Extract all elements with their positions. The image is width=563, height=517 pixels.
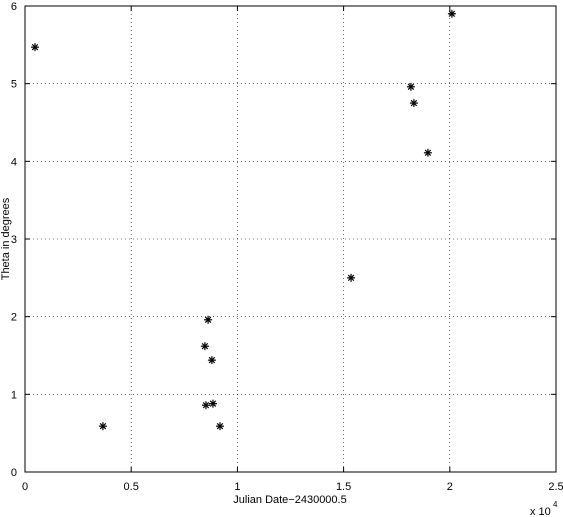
x-scale-label: x 10 bbox=[530, 506, 551, 517]
y-tick-label: 1 bbox=[11, 389, 17, 401]
marker-stroke bbox=[31, 43, 39, 51]
marker-stroke bbox=[99, 422, 107, 430]
marker bbox=[208, 399, 217, 408]
x-tick-label: 2 bbox=[447, 481, 453, 493]
y-tick-label: 5 bbox=[11, 79, 17, 91]
marker bbox=[215, 422, 224, 431]
y-tick-label: 6 bbox=[11, 1, 17, 13]
x-tick-label: 1 bbox=[234, 481, 240, 493]
marker-stroke bbox=[347, 274, 355, 282]
marker-stroke bbox=[201, 342, 209, 350]
marker bbox=[98, 422, 107, 431]
marker bbox=[200, 342, 209, 351]
marker bbox=[207, 356, 216, 365]
marker bbox=[30, 43, 39, 52]
marker bbox=[423, 148, 432, 157]
marker bbox=[204, 315, 213, 324]
x-tick-label: 1.5 bbox=[336, 481, 351, 493]
x-scale-exponent: 4 bbox=[553, 500, 558, 509]
y-tick-label: 3 bbox=[11, 234, 17, 246]
x-tick-label: 0 bbox=[22, 481, 28, 493]
marker bbox=[406, 82, 415, 91]
y-tick-label: 0 bbox=[11, 467, 17, 479]
x-tick-label: 0.5 bbox=[124, 481, 139, 493]
y-axis-label: Theta in degrees bbox=[0, 197, 12, 280]
marker-stroke bbox=[410, 99, 418, 107]
marker-stroke bbox=[407, 83, 415, 90]
y-tick-label: 2 bbox=[11, 312, 17, 324]
marker-stroke bbox=[216, 422, 224, 430]
marker-stroke bbox=[209, 400, 217, 407]
x-axis-label: Julian Date−2430000.5 bbox=[233, 494, 346, 506]
marker bbox=[447, 9, 456, 18]
marker-stroke bbox=[202, 401, 210, 409]
marker-stroke bbox=[448, 10, 456, 17]
marker bbox=[347, 273, 356, 282]
marker-stroke bbox=[204, 316, 212, 323]
marker-stroke bbox=[424, 149, 432, 157]
marker bbox=[201, 401, 210, 410]
y-tick-label: 4 bbox=[11, 156, 17, 168]
plot-frame bbox=[24, 5, 557, 473]
marker-stroke bbox=[208, 356, 216, 364]
marker bbox=[409, 99, 418, 108]
x-tick-label: 2.5 bbox=[548, 481, 563, 493]
